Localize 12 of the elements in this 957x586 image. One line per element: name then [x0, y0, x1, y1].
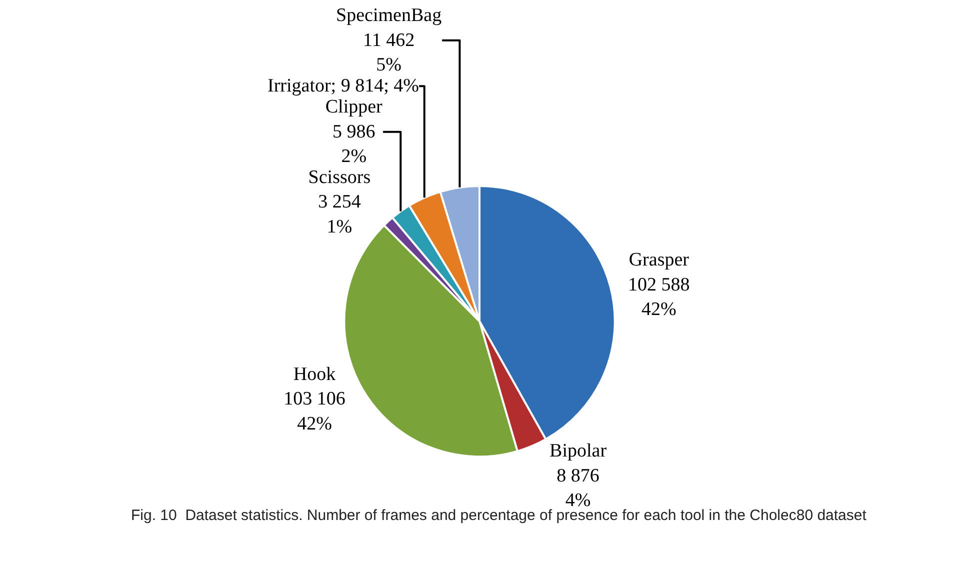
slice-label: SpecimenBag — [336, 5, 442, 26]
slice-label: Irrigator; 9 814; 4% — [268, 76, 420, 97]
data-label: 11 462 5% — [363, 30, 415, 76]
data-label: 3 254 1% — [318, 192, 362, 238]
slice-label: Grasper — [628, 250, 690, 271]
slice-label: Bipolar — [550, 440, 608, 462]
slice-label: Hook — [293, 364, 336, 385]
data-label: 103 106 42% — [284, 388, 346, 434]
data-label: 102 588 42% — [628, 274, 690, 320]
slice-label: Clipper — [325, 96, 384, 118]
slice-label: Scissors — [308, 167, 371, 188]
data-label: 5 986 2% — [332, 121, 376, 168]
